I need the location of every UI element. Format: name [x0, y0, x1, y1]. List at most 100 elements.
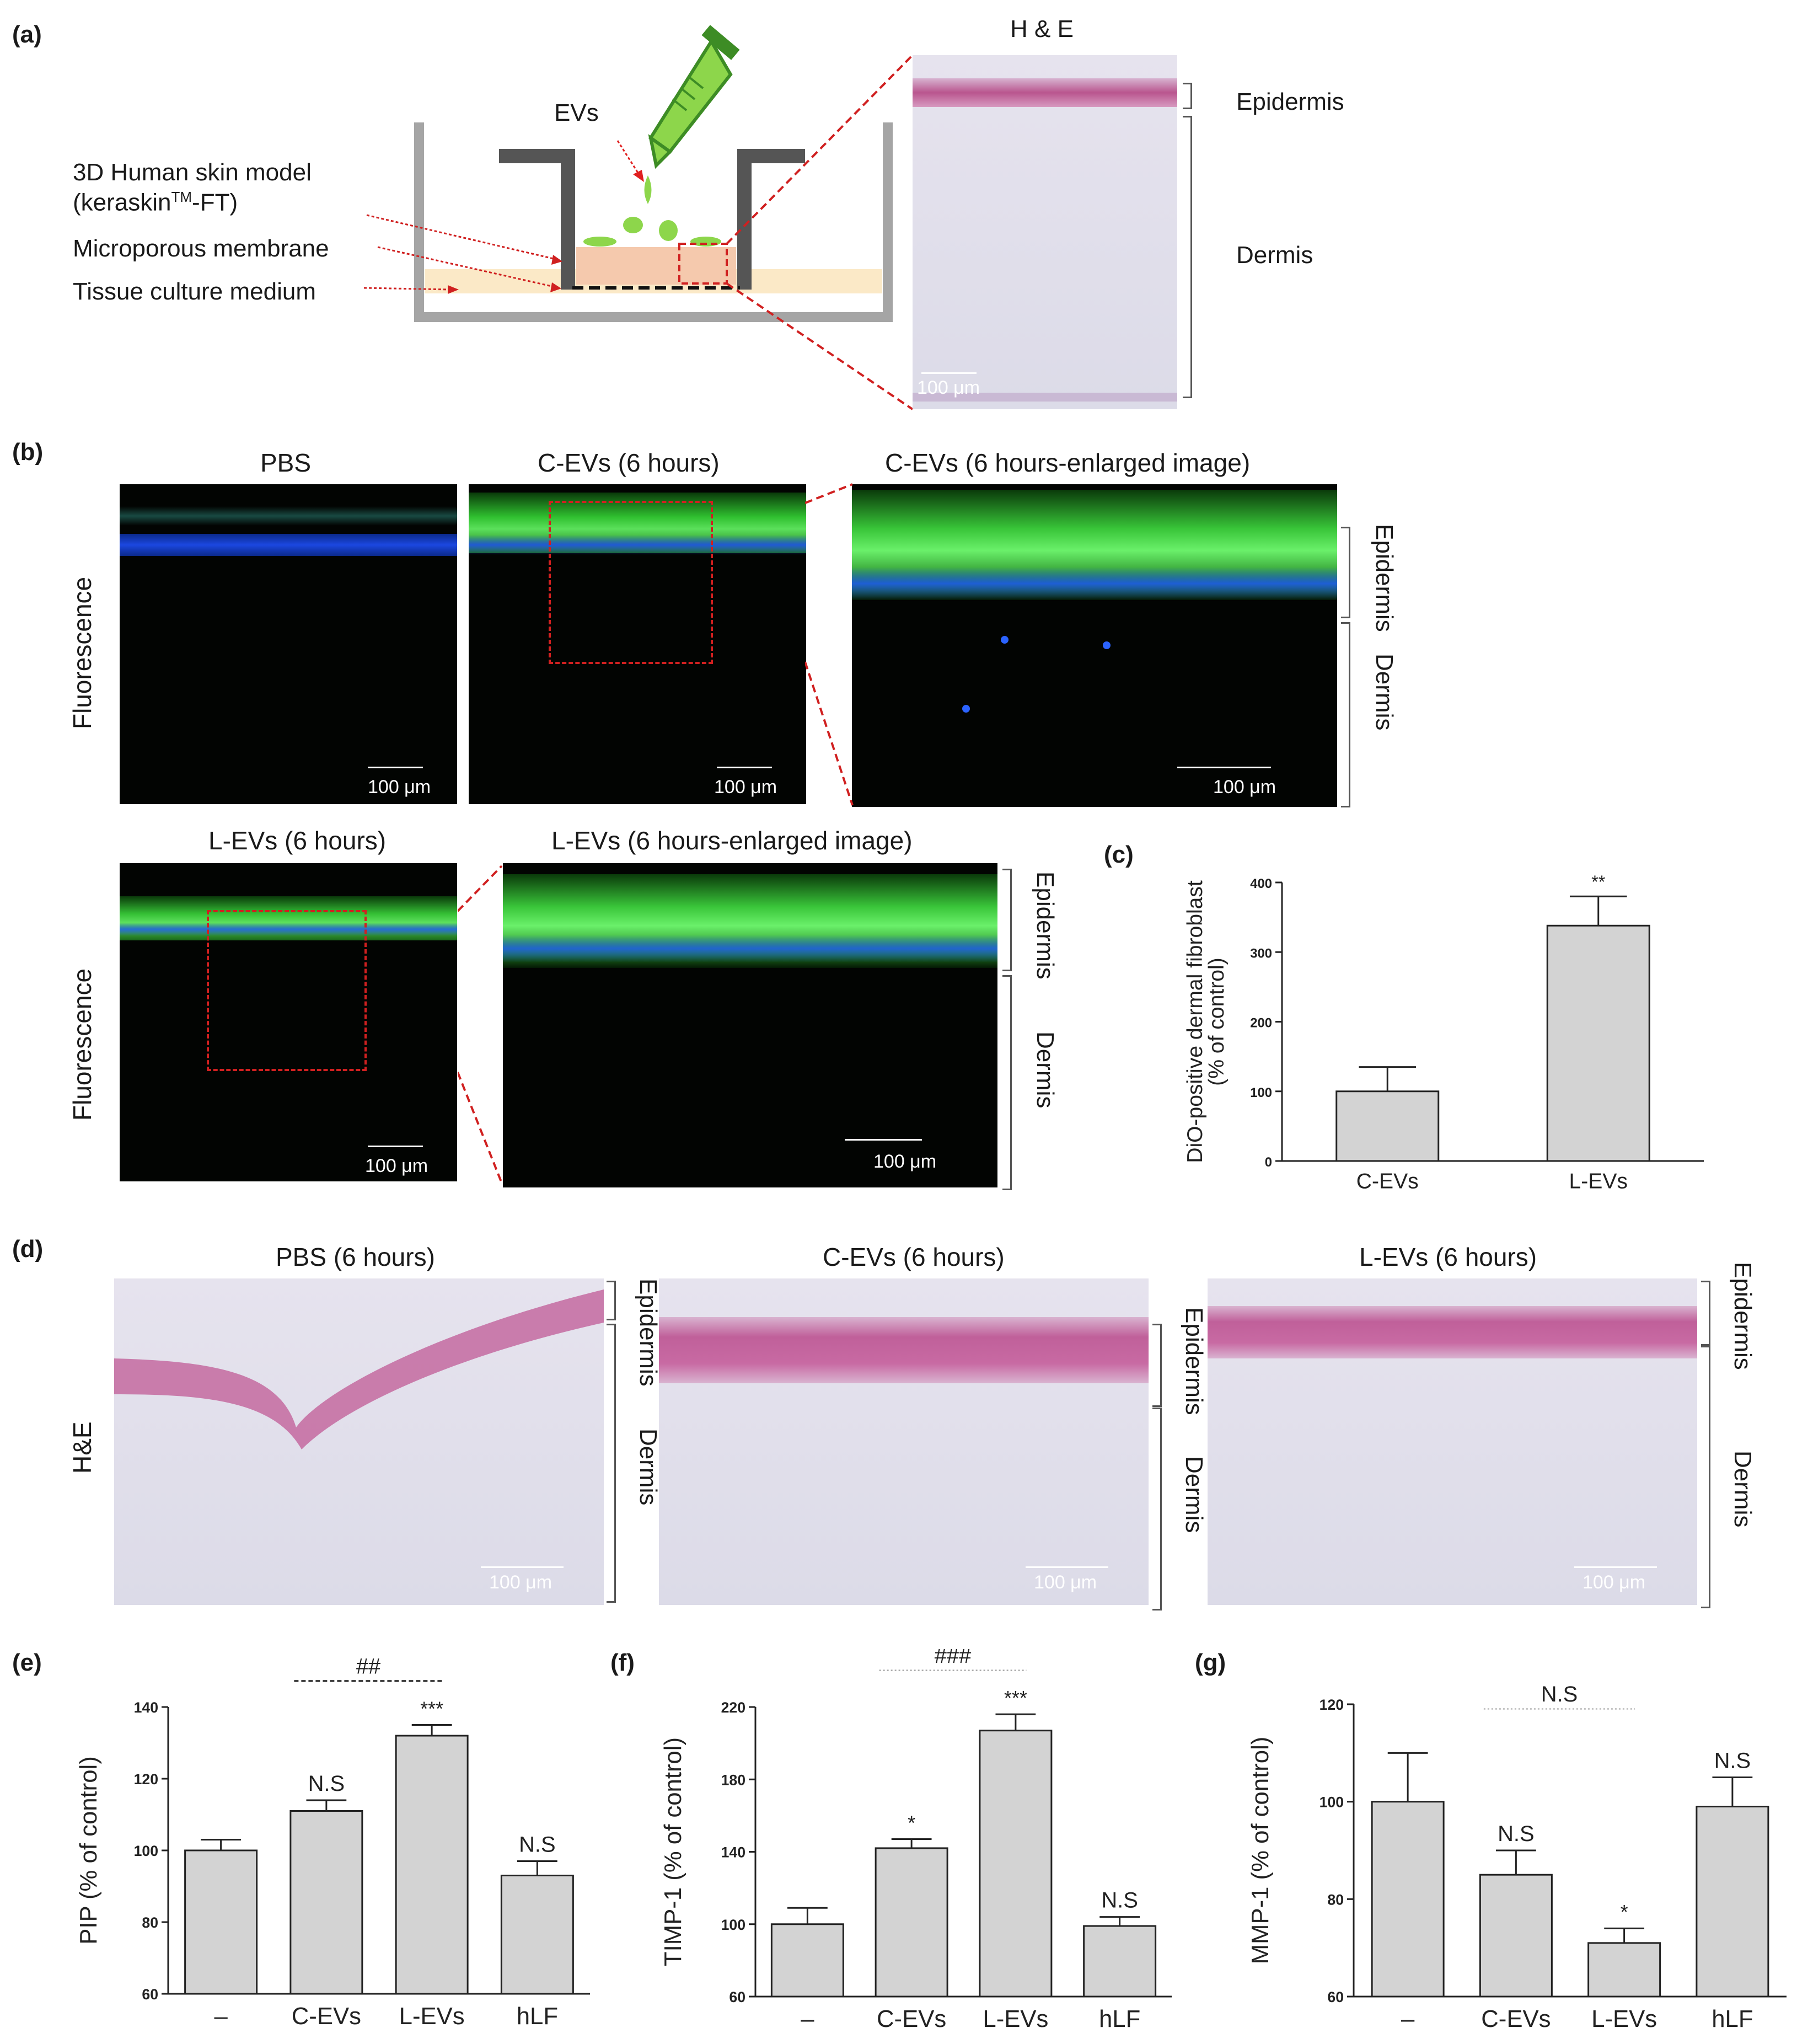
y-axis-label: (% of control) — [1205, 957, 1229, 1085]
skin-model — [576, 247, 736, 285]
panel-f-label: (f) — [610, 1649, 635, 1676]
bar — [875, 1847, 948, 1998]
significance-label: N.S — [308, 1772, 345, 1796]
y-axis-label: TIMP-1 (% of control) — [659, 1737, 686, 1966]
y-tick-label: 0 — [1265, 1155, 1272, 1170]
dermis-label-d1: Dermis — [635, 1428, 662, 1506]
panel-b-label: (b) — [12, 438, 44, 465]
evs-label: EVs — [554, 99, 599, 126]
bar — [1587, 1942, 1661, 1998]
dermis-label-d3: Dermis — [1729, 1451, 1756, 1528]
chart-f: 60 100 140 180 220 TIMP-1 (% of control) – C-EV… — [659, 1649, 1172, 2032]
significance-label: * — [1621, 1901, 1628, 1923]
scale-levs: 100 μm — [365, 1155, 428, 1176]
scale-pbs: 100 μm — [368, 777, 431, 798]
category-label: L-EVs — [1591, 2005, 1657, 2032]
panel-g-label: (g) — [1195, 1649, 1226, 1676]
y-tick-label: 60 — [1327, 1989, 1344, 2005]
y-axis-label: PIP (% of control) — [75, 1756, 102, 1945]
category-label: C-EVs — [292, 2003, 361, 2030]
pipette-icon — [648, 25, 740, 169]
insert-right-wall — [737, 149, 805, 290]
title-pbs: PBS — [260, 448, 312, 477]
fluor-cevs-enlarged: 100 μm — [852, 484, 1337, 807]
chart-g: 60 80 100 120 MMP-1 (% of control) – C-EVs N.S L… — [1247, 1682, 1787, 2032]
category-label: L-EVs — [1569, 1169, 1628, 1193]
fluor-pbs: 100 μm — [120, 484, 457, 804]
significance-label: N.S — [1714, 1748, 1751, 1773]
legend-keraskin: (keraskinTM-FT) — [73, 189, 238, 216]
scale-he-cevs: 100 μm — [1034, 1572, 1097, 1593]
bar — [289, 1810, 363, 1995]
title-he-levs: L-EVs (6 hours) — [1359, 1243, 1537, 1271]
ev-droplet — [583, 237, 616, 247]
category-label: hLF — [1712, 2005, 1753, 2032]
ev-droplet — [690, 237, 721, 247]
significance-label: ** — [1591, 872, 1606, 892]
comparison-label: ### — [935, 1649, 972, 1668]
row-label-fluorescence-2: Fluorescence — [68, 968, 96, 1121]
row-label-he: H&E — [68, 1421, 96, 1474]
y-tick-label: 300 — [1250, 946, 1272, 961]
y-tick-label: 100 — [1250, 1085, 1272, 1100]
bar — [395, 1735, 469, 1995]
bar — [770, 1923, 844, 1998]
panel-a-label: (a) — [12, 21, 42, 48]
bar — [979, 1730, 1053, 1998]
well-outline — [414, 122, 893, 322]
category-label: C-EVs — [1481, 2005, 1551, 2032]
chart-c: 0 100 200 300 400 DiO-positive dermal fibrobl… — [1183, 872, 1704, 1193]
he-pbs: 100 μm — [114, 1278, 604, 1605]
y-tick-label: 120 — [134, 1771, 158, 1788]
category-label: – — [1401, 2005, 1415, 2032]
he-micrograph-a: 100 μm — [913, 55, 1177, 409]
bar — [1696, 1806, 1769, 1998]
scale-a: 100 μm — [917, 377, 980, 398]
y-tick-label: 140 — [721, 1844, 745, 1861]
scale-he-levs: 100 μm — [1583, 1572, 1646, 1593]
epidermis-label-b1: Epidermis — [1371, 524, 1398, 632]
legend-membrane: Microporous membrane — [73, 235, 329, 262]
comparison-label: ## — [356, 1654, 380, 1678]
y-tick-label: 100 — [134, 1843, 158, 1859]
title-levs: L-EVs (6 hours) — [208, 826, 387, 855]
he-cevs: 100 μm — [659, 1278, 1149, 1605]
bar — [1546, 924, 1650, 1162]
fluor-cevs: 100 μm — [469, 484, 806, 804]
category-label: – — [214, 2003, 228, 2030]
legend-skin-model: 3D Human skin model — [73, 159, 312, 186]
y-tick-label: 180 — [721, 1772, 745, 1788]
significance-label: *** — [420, 1697, 443, 1720]
y-tick-label: 100 — [721, 1917, 745, 1933]
dermis-label-b1: Dermis — [1371, 654, 1398, 731]
significance-label: N.S — [519, 1832, 556, 1856]
legend-medium: Tissue culture medium — [73, 278, 316, 305]
he-levs: 100 μm — [1208, 1278, 1697, 1605]
category-label: – — [801, 2005, 814, 2032]
bar — [1371, 1801, 1445, 1998]
bar — [1335, 1090, 1440, 1162]
bar — [500, 1875, 574, 1995]
he-title: H & E — [1010, 15, 1074, 42]
row-label-fluorescence-1: Fluorescence — [68, 576, 96, 729]
epidermis-label-b2: Epidermis — [1032, 871, 1059, 980]
title-he-pbs: PBS (6 hours) — [276, 1243, 435, 1271]
epidermis-label-d2: Epidermis — [1181, 1307, 1208, 1415]
comparison-label: N.S — [1541, 1682, 1578, 1706]
bar — [1083, 1925, 1157, 1998]
ev-drop — [644, 175, 652, 204]
scale-he-pbs: 100 μm — [489, 1572, 552, 1593]
category-label: hLF — [517, 2003, 558, 2030]
y-tick-label: 60 — [729, 1989, 745, 2005]
y-tick-label: 220 — [721, 1699, 745, 1716]
category-label: L-EVs — [983, 2005, 1048, 2032]
title-cevs: C-EVs (6 hours) — [538, 448, 720, 477]
category-label: hLF — [1099, 2005, 1140, 2032]
scale-levs-enlarged: 100 μm — [873, 1151, 937, 1172]
y-axis-label: MMP-1 (% of control) — [1247, 1737, 1274, 1965]
epidermis-label-d3: Epidermis — [1729, 1262, 1756, 1370]
dermis-label-b2: Dermis — [1032, 1031, 1059, 1109]
y-tick-label: 200 — [1250, 1016, 1272, 1031]
y-tick-label: 60 — [142, 1986, 158, 2003]
significance-label: * — [908, 1811, 915, 1834]
